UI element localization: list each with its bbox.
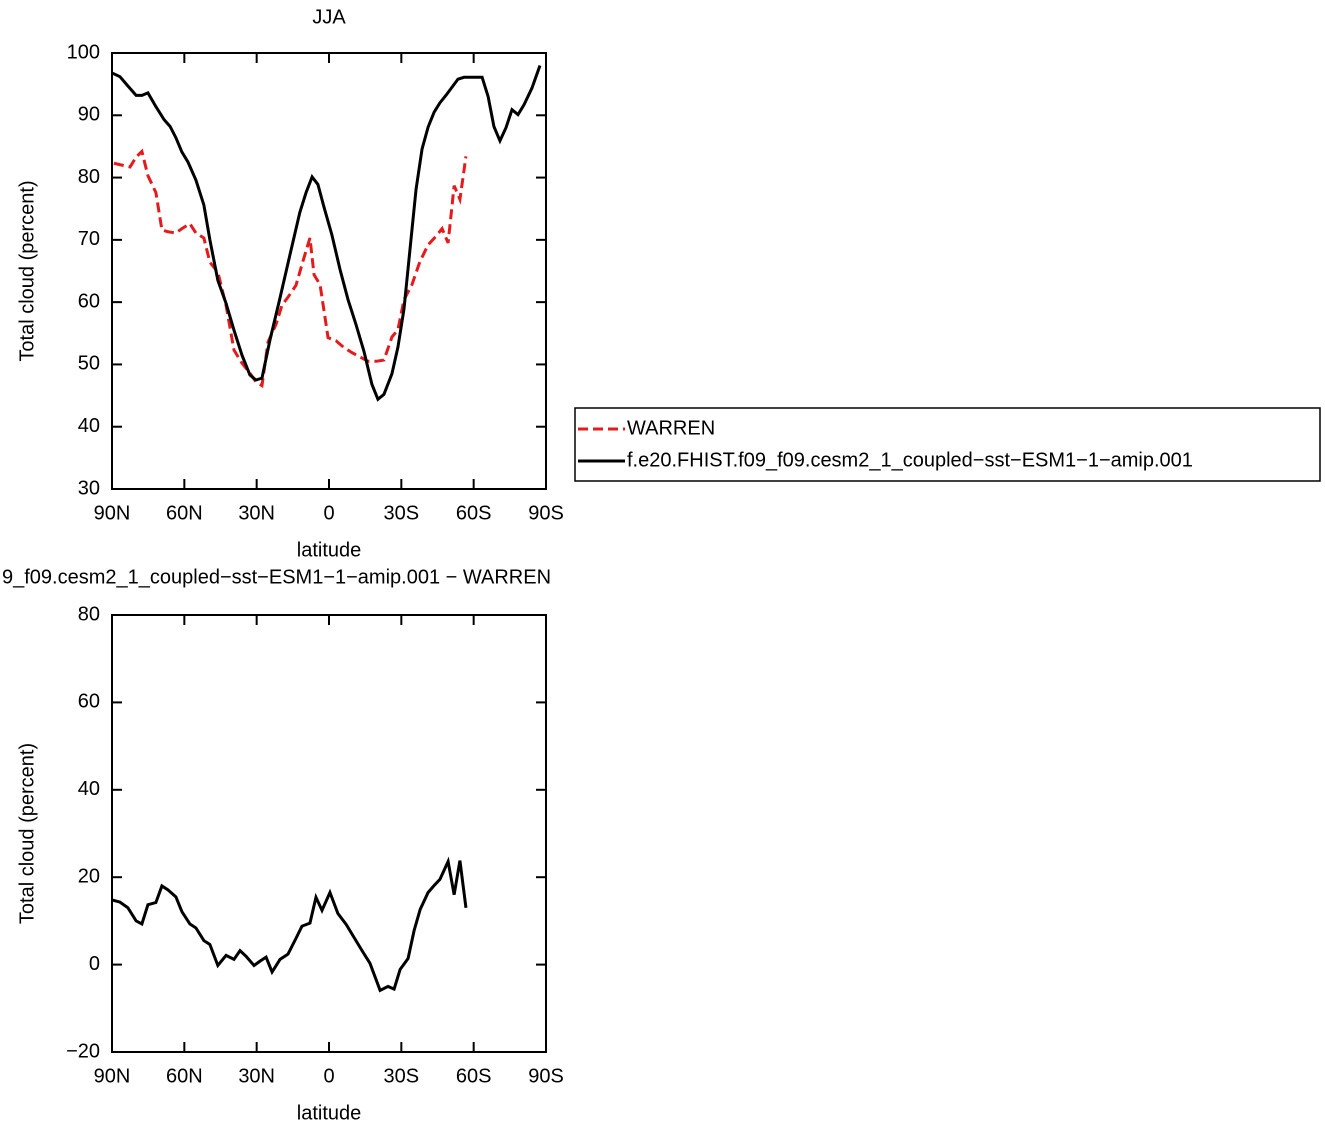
x-tick-label: 90S xyxy=(528,502,564,524)
data-line xyxy=(113,148,468,389)
x-tick-label: 30S xyxy=(384,1065,420,1087)
plot-frame xyxy=(111,52,547,490)
x-tick-label: 30N xyxy=(238,502,275,524)
y-tick-label: 70 xyxy=(78,228,100,250)
chart-title: 9_f09.cesm2_1_coupled−sst−ESM1−1−amip.00… xyxy=(2,566,551,588)
y-tick-label: 80 xyxy=(78,166,100,188)
x-axis-label: latitude xyxy=(297,1102,362,1124)
x-tick-label: 90N xyxy=(94,502,131,524)
y-tick-label: 90 xyxy=(78,104,100,126)
y-tick-label: 50 xyxy=(78,353,100,375)
x-tick-label: 60S xyxy=(456,1065,492,1087)
y-tick-label: 40 xyxy=(78,415,100,437)
x-tick-label: 30N xyxy=(238,1065,275,1087)
data-line xyxy=(111,64,542,402)
x-axis-label: latitude xyxy=(297,539,362,561)
y-tick-label: 100 xyxy=(67,41,100,63)
legend-box xyxy=(574,407,1321,482)
x-tick-label: 30S xyxy=(384,502,420,524)
x-tick-label: 60N xyxy=(166,1065,203,1087)
data-line xyxy=(111,856,468,993)
legend-label: WARREN xyxy=(627,417,715,439)
legend-label: f.e20.FHIST.f09_f09.cesm2_1_coupled−sst−… xyxy=(627,449,1193,471)
x-tick-label: 90S xyxy=(528,1065,564,1087)
y-axis-label: Total cloud (percent) xyxy=(16,180,38,361)
chart-title: JJA xyxy=(312,6,346,28)
x-tick-label: 60N xyxy=(166,502,203,524)
y-tick-label: −20 xyxy=(66,1040,100,1062)
y-tick-label: 0 xyxy=(89,953,100,975)
x-tick-label: 0 xyxy=(323,502,334,524)
x-tick-label: 0 xyxy=(323,1065,334,1087)
y-tick-label: 80 xyxy=(78,603,100,625)
y-tick-label: 60 xyxy=(78,290,100,312)
x-tick-label: 90N xyxy=(94,1065,131,1087)
y-tick-label: 20 xyxy=(78,865,100,887)
y-tick-label: 60 xyxy=(78,691,100,713)
y-axis-label: Total cloud (percent) xyxy=(16,743,38,924)
x-tick-label: 60S xyxy=(456,502,492,524)
y-tick-label: 30 xyxy=(78,477,100,499)
plot-frame xyxy=(111,614,547,1053)
y-tick-label: 40 xyxy=(78,778,100,800)
